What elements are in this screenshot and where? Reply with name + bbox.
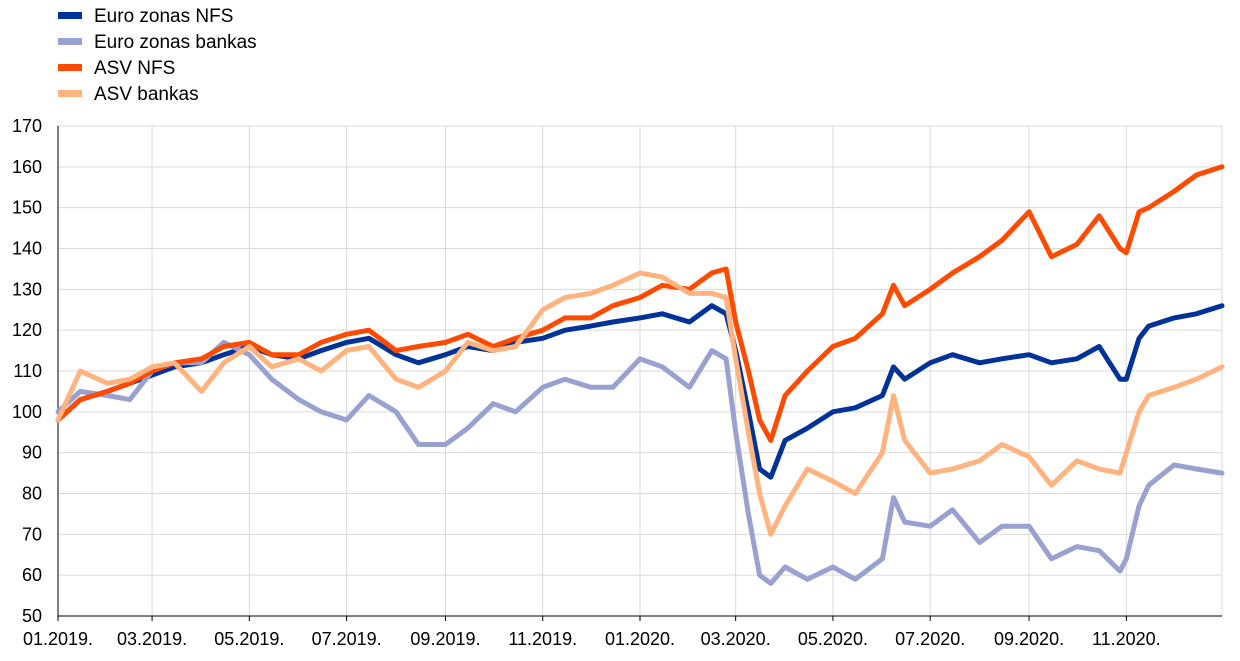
series-line-3 bbox=[55, 164, 1225, 443]
x-tick-label: 11.2019. bbox=[508, 629, 577, 649]
y-tick-label: 120 bbox=[12, 320, 42, 340]
y-tick-label: 110 bbox=[13, 361, 42, 381]
x-tick-label: 09.2020. bbox=[994, 629, 1064, 649]
legend-swatch bbox=[58, 64, 82, 71]
y-tick-label: 50 bbox=[22, 606, 42, 626]
series-line-2 bbox=[55, 339, 1225, 586]
y-tick-label: 80 bbox=[22, 484, 42, 504]
y-axis-tick-labels: 50 60 70 80 90 100 110 120 130 140 150 160 170 bbox=[12, 116, 42, 626]
y-tick-label: 130 bbox=[12, 279, 42, 299]
legend-swatch bbox=[58, 90, 82, 97]
legend-label: Euro zonas bankas bbox=[94, 32, 257, 53]
y-tick-label: 60 bbox=[22, 565, 42, 585]
x-tick-label: 01.2019. bbox=[23, 629, 93, 649]
y-tick-label: 100 bbox=[12, 402, 42, 422]
legend-swatch bbox=[58, 38, 82, 45]
legend-label: ASV NFS bbox=[94, 58, 175, 79]
x-tick-label: 03.2020. bbox=[701, 629, 771, 649]
y-tick-label: 160 bbox=[12, 157, 42, 177]
y-tick-label: 90 bbox=[22, 443, 42, 463]
legend-swatch bbox=[58, 12, 82, 19]
x-tick-label: 07.2019. bbox=[312, 629, 382, 649]
x-tick-label: 01.2020. bbox=[605, 629, 675, 649]
series-lines bbox=[55, 164, 1225, 586]
y-tick-label: 70 bbox=[22, 524, 42, 544]
axes bbox=[57, 126, 1222, 621]
x-tick-label: 07.2020. bbox=[895, 629, 965, 649]
y-tick-label: 170 bbox=[12, 116, 42, 136]
x-tick-label: 05.2019. bbox=[214, 629, 284, 649]
x-tick-label: 11.2020. bbox=[1092, 629, 1161, 649]
series-line-4 bbox=[55, 270, 1225, 537]
legend-label: ASV bankas bbox=[94, 84, 199, 105]
x-tick-label: 05.2020. bbox=[798, 629, 868, 649]
x-axis-tick-labels: 01.2019. 03.2019. 05.2019. 07.2019. 09.2019.… bbox=[23, 629, 1161, 649]
x-tick-label: 09.2019. bbox=[410, 629, 480, 649]
y-tick-label: 150 bbox=[12, 198, 42, 218]
gridlines bbox=[58, 125, 1223, 616]
legend: Euro zonas NFS Euro zonas bankas ASV NFS AS… bbox=[58, 6, 257, 105]
x-tick-label: 03.2019. bbox=[117, 629, 187, 649]
y-tick-label: 140 bbox=[12, 239, 42, 259]
legend-label: Euro zonas NFS bbox=[94, 6, 233, 27]
